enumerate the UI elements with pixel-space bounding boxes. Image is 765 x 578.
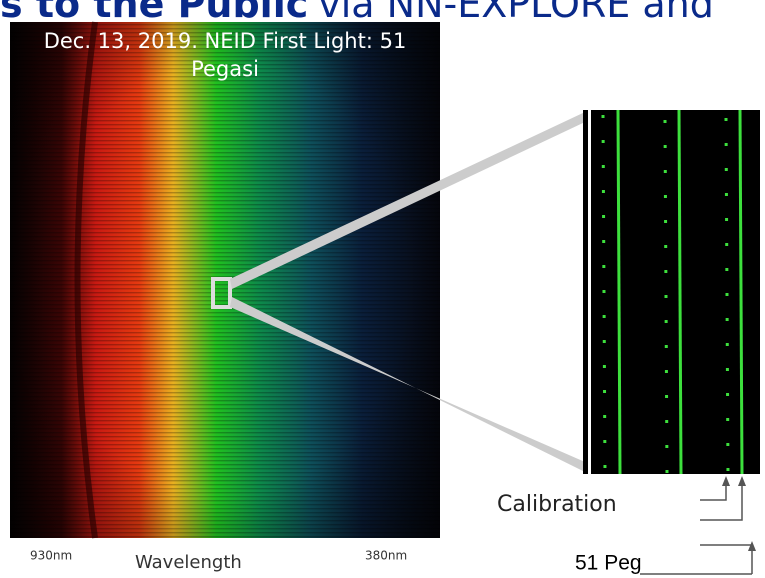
caption-line: Pegasi [191, 57, 259, 81]
title-bold: s to the Public [0, 0, 308, 26]
axis-title: Wavelength [135, 552, 242, 573]
arrow-head [748, 541, 756, 551]
calibration-label: Calibration [497, 492, 617, 517]
calibration-line [740, 110, 742, 474]
calibration-line [618, 110, 620, 474]
star-label: 51 Peg [575, 552, 642, 575]
title-rest: via NN-EXPLORE and [318, 0, 714, 26]
axis-left-label: 930nm [30, 549, 72, 563]
arrow-head [722, 476, 730, 486]
calibration-line [679, 110, 681, 474]
slide: s to the Public via NN-EXPLORE and Dec. 1… [0, 0, 765, 578]
arrow [700, 480, 726, 500]
slide-title: s to the Public via NN-EXPLORE and [0, 0, 714, 26]
arrow [700, 545, 752, 574]
zoom-border [588, 110, 591, 474]
arrow-head [738, 476, 746, 486]
axis-right-label: 380nm [365, 549, 407, 563]
page: s to the Public via NN-EXPLORE and Dec. 1… [0, 0, 765, 578]
zoom-panel [583, 110, 760, 474]
caption-line: Dec. 13, 2019. NEID First Light: 51 [44, 29, 407, 53]
